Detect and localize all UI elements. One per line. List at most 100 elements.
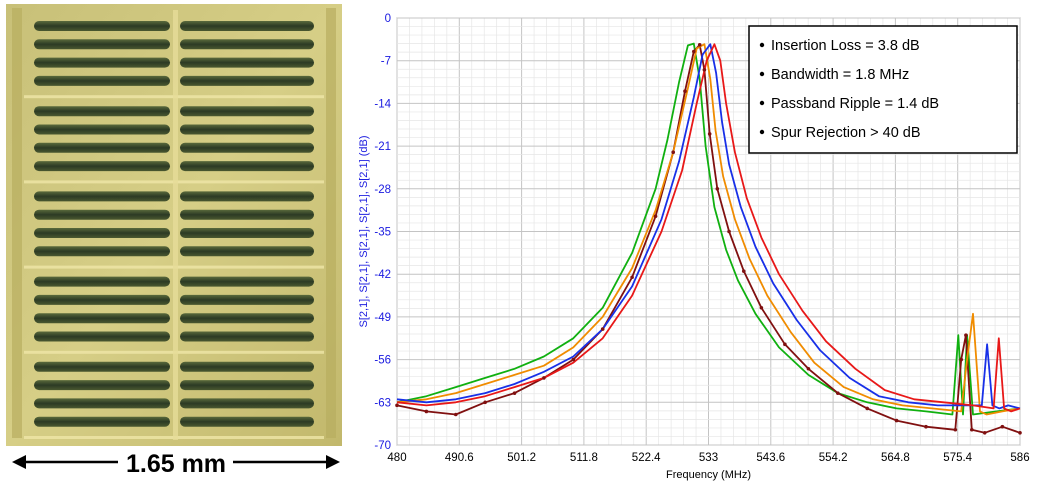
series-2-point — [630, 275, 634, 280]
series-2-point — [759, 305, 764, 310]
x-tick-labels: 480 490.6 501.2 511.8 522.4 533 543.6 554.2 564.… — [387, 452, 1029, 464]
resonator-finger — [180, 276, 314, 287]
resonator-finger — [180, 313, 314, 324]
spec-annotation: Passband Ripple = 1.4 dB — [771, 96, 939, 112]
bullet-icon — [759, 42, 765, 48]
spec-annotation: Insertion Loss = 3.8 dB — [771, 38, 920, 54]
resonator-array — [24, 10, 324, 440]
resonator-finger — [34, 398, 170, 409]
resonator-finger — [34, 106, 170, 117]
series-2-point — [692, 49, 696, 54]
resonator-finger — [34, 75, 170, 86]
y-tick-label: -63 — [374, 397, 391, 409]
resonator-finger — [34, 142, 170, 153]
x-tick-label: 543.6 — [756, 452, 785, 464]
series-2-point — [542, 376, 546, 380]
resonator-finger — [180, 416, 314, 427]
series-2-point — [653, 214, 658, 219]
resonator-finger — [34, 331, 170, 342]
series-2-point — [865, 406, 869, 411]
resonator-finger — [34, 39, 170, 50]
resonator-finger — [180, 191, 314, 202]
series-2-point — [953, 427, 958, 432]
series-2-point — [571, 357, 576, 362]
series-2-point — [671, 150, 676, 154]
series-2-point — [836, 391, 840, 395]
x-tick-label: 501.2 — [507, 452, 536, 464]
scale-bar: 1.65 mm — [12, 450, 340, 478]
x-tick-label: 511.8 — [570, 452, 598, 464]
series-2-point — [600, 327, 605, 331]
resonator-finger — [34, 124, 170, 135]
x-tick-label: 575.4 — [943, 452, 972, 464]
series-2-point — [970, 427, 974, 432]
series-2-point — [741, 269, 746, 273]
series-2-point — [982, 431, 987, 435]
spec-annotation: Spur Rejection > 40 dB — [771, 125, 921, 141]
resonator-finger — [180, 75, 314, 86]
resonator-finger — [34, 313, 170, 324]
resonator-finger — [34, 246, 170, 257]
y-tick-label: -21 — [374, 141, 391, 153]
series-2-point — [707, 132, 712, 136]
left-arrowhead-icon — [12, 455, 26, 469]
resonator-finger — [180, 106, 314, 117]
resonator-finger — [34, 21, 170, 31]
scale-bar-label: 1.65 mm — [126, 450, 226, 478]
x-tick-label: 564.8 — [881, 452, 910, 464]
y-tick-label: -14 — [374, 98, 391, 110]
y-tick-label: -70 — [374, 440, 391, 452]
series-2-point — [959, 357, 964, 362]
resonator-finger — [180, 294, 314, 305]
series-2-point — [395, 403, 399, 408]
resonator-finger — [180, 398, 314, 409]
resonator-finger — [180, 57, 314, 68]
resonator-finger — [180, 246, 314, 257]
bullet-icon — [759, 129, 765, 135]
series-group — [395, 42, 1022, 435]
x-tick-label: 480 — [387, 452, 406, 464]
y-tick-label: -56 — [374, 355, 391, 367]
series-2-point — [697, 43, 702, 47]
series-2-point — [727, 229, 731, 234]
series-line-3 — [396, 43, 1021, 416]
resonator-finger — [180, 228, 314, 238]
series-2-point — [1018, 431, 1022, 435]
resonator-finger — [34, 380, 170, 391]
spec-legend-box: Insertion Loss = 3.8 dB Bandwidth = 1.8 M… — [748, 25, 1018, 154]
series-2-point — [1000, 424, 1005, 429]
s21-chart: 480 490.6 501.2 511.8 522.4 533 543.6 554.2 564.… — [352, 0, 1042, 484]
x-tick-label: 586 — [1010, 452, 1029, 464]
y-tick-label: 0 — [385, 13, 391, 25]
resonator-finger — [180, 21, 314, 31]
series-2-point — [453, 412, 458, 417]
resonator-finger — [34, 57, 170, 68]
series-2-point — [512, 391, 517, 395]
resonator-finger — [180, 361, 314, 372]
series-2-point — [783, 342, 787, 347]
y-tick-label: -28 — [374, 184, 391, 196]
series-2-point — [483, 400, 487, 405]
series-line-5 — [396, 43, 1021, 413]
resonator-finger — [34, 161, 170, 172]
bullet-icon — [759, 100, 765, 106]
y-tick-label: -7 — [381, 56, 391, 68]
resonator-finger — [34, 416, 170, 427]
resonator-finger — [34, 276, 170, 287]
y-tick-label: -42 — [374, 269, 391, 281]
y-axis-title: S[2,1], S[2,1], S[2,1], S[2,1], S[2,1] (… — [358, 136, 370, 328]
bullet-icon — [759, 71, 765, 77]
series-2-point — [702, 68, 707, 72]
spec-annotation: Bandwidth = 1.8 MHz — [771, 67, 909, 83]
x-tick-label: 554.2 — [819, 452, 848, 464]
x-axis-title: Frequency (MHz) — [666, 469, 751, 481]
x-tick-label: 490.6 — [445, 452, 474, 464]
resonator-finger — [180, 161, 314, 172]
filter-micrograph: 1.65 mm — [6, 4, 342, 478]
y-tick-label: -49 — [374, 312, 391, 324]
resonator-finger — [34, 228, 170, 238]
legend-frame — [748, 25, 1018, 154]
resonator-finger — [180, 380, 314, 391]
y-tick-labels: 0 -7 -14 -21 -28 -35 -42 -49 -56 -63 -70 — [374, 13, 391, 452]
series-2-point — [806, 366, 811, 371]
